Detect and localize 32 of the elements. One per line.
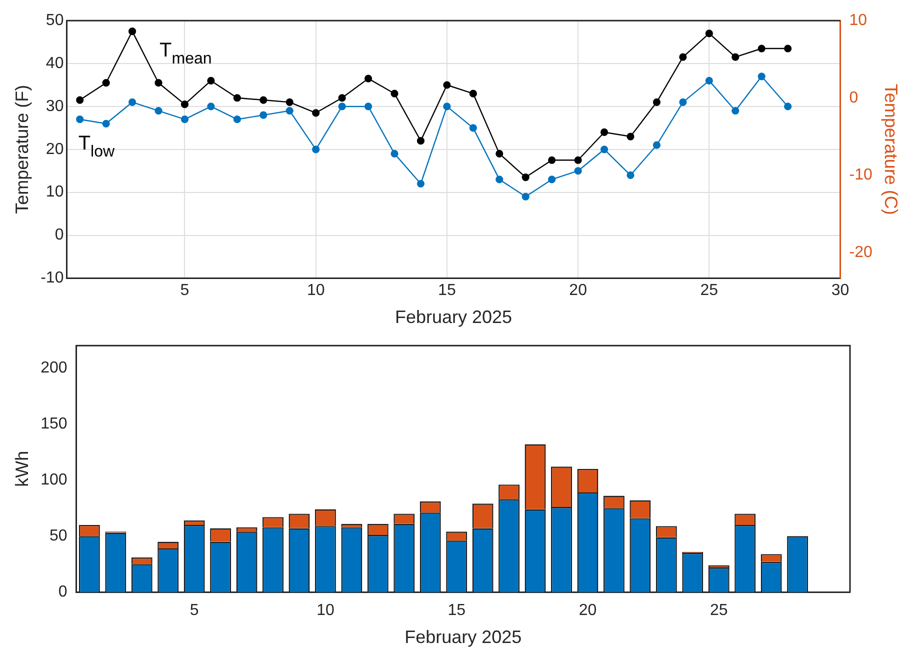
y2-tick-label: -20 bbox=[849, 244, 872, 261]
y-tick-label: 100 bbox=[40, 472, 68, 489]
y-tick-label: 200 bbox=[40, 359, 68, 376]
y2-axis-title: Temperature (C) bbox=[881, 84, 902, 215]
y2-tick-label: 10 bbox=[849, 12, 868, 30]
x-tick-label: 25 bbox=[710, 602, 728, 620]
y-tick-label: 150 bbox=[40, 415, 68, 432]
y-tick-label: 20 bbox=[46, 140, 64, 158]
x-tick-label: 20 bbox=[569, 282, 588, 300]
y2-tick-label: -10 bbox=[849, 166, 872, 184]
y-tick-label: 30 bbox=[46, 98, 64, 115]
x-tick-label: 30 bbox=[831, 282, 850, 300]
y-tick-label: 10 bbox=[46, 184, 64, 201]
y-tick-label: 50 bbox=[50, 528, 68, 545]
x-tick-label: 15 bbox=[438, 282, 456, 300]
x-tick-label: 10 bbox=[316, 602, 334, 620]
x-tick-label: 10 bbox=[306, 282, 325, 300]
x-tick-label: 5 bbox=[180, 282, 190, 300]
y-tick-label: 0 bbox=[54, 226, 64, 244]
y-tick-label: -10 bbox=[40, 270, 64, 287]
x-tick-label: 5 bbox=[190, 602, 199, 620]
y-axis-title: Temperature (F) bbox=[12, 84, 32, 214]
y-tick-label: 0 bbox=[58, 584, 68, 601]
x-tick-label: 25 bbox=[700, 282, 718, 300]
x-tick-label: 20 bbox=[578, 602, 597, 620]
y-tick-label: 50 bbox=[46, 12, 64, 30]
x-axis-title: February 2025 bbox=[394, 307, 512, 328]
y2-tick-label: 0 bbox=[849, 89, 858, 106]
x-axis-title: February 2025 bbox=[404, 627, 522, 648]
y-tick-label: 40 bbox=[46, 54, 64, 72]
y-axis-title: kWh bbox=[12, 450, 32, 487]
x-tick-label: 15 bbox=[448, 602, 466, 620]
